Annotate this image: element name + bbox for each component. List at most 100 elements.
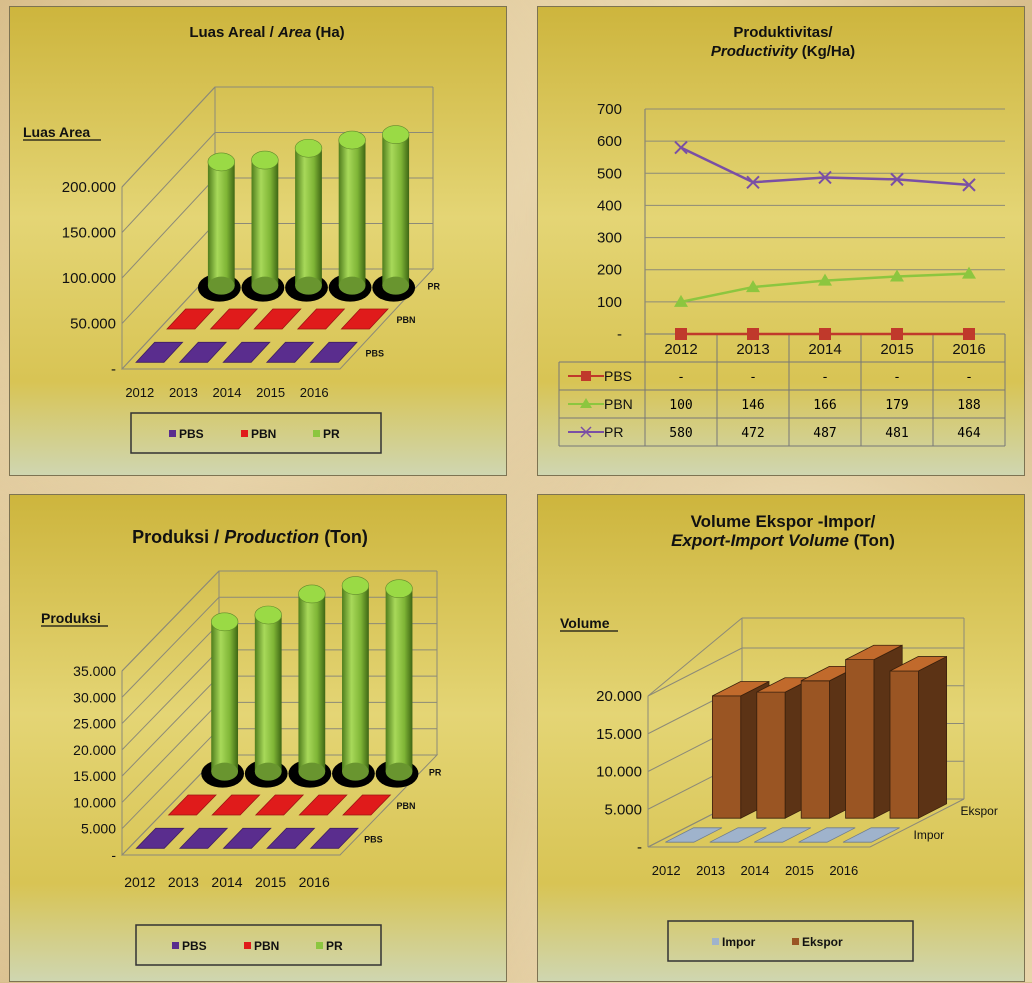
data-point	[818, 273, 832, 286]
legend-label-pbn: PBN	[254, 939, 279, 953]
x-tick-label: 2013	[736, 341, 769, 358]
chart-title-line2: Productivity (Kg/Ha)	[711, 43, 855, 60]
legend-marker	[580, 426, 592, 438]
trade-chart-panel: Volume Ekspor -Impor/Export-Import Volum…	[537, 494, 1025, 982]
data-point	[890, 269, 904, 282]
productivity-chart-panel: Produktivitas/Productivity (Kg/Ha) - 100 20…	[537, 6, 1025, 476]
y-tick-label: 20.000	[596, 688, 642, 705]
bar-pbs	[222, 341, 271, 363]
bar-pbs	[178, 827, 229, 849]
legend-swatch-pr	[316, 942, 323, 949]
y-axis-title: Luas Area	[23, 124, 90, 140]
bar-pbn	[342, 794, 392, 816]
bar-pr	[295, 148, 322, 286]
bar-pbn	[209, 308, 259, 330]
x-tick-label: 2014	[213, 385, 242, 400]
bar-pbs	[135, 341, 184, 363]
chart-title: Produksi / Production (Ton)	[132, 527, 368, 547]
x-tick-label: 2014	[741, 863, 770, 878]
floor-outline	[120, 268, 435, 370]
data-label: 146	[741, 398, 764, 413]
legend-swatch-pbn	[244, 942, 251, 949]
row-label-ekspor: Ekspor	[961, 804, 998, 818]
y-tick-label: 5.000	[604, 801, 642, 818]
bar-pbs	[178, 341, 228, 363]
data-point	[674, 140, 688, 155]
row-label-pbs: PBS	[366, 348, 385, 358]
legend-label-pbn: PBN	[251, 427, 276, 441]
legend-swatch-impor	[712, 938, 719, 945]
bar-impor	[798, 827, 856, 843]
legend-label-pr: PR	[604, 424, 623, 440]
legend-label-pr: PR	[326, 939, 343, 953]
x-tick-label: 2016	[829, 863, 858, 878]
legend	[667, 920, 914, 962]
legend-swatch-pr	[313, 430, 320, 437]
y-tick-label: -	[637, 839, 642, 856]
bar-top	[889, 656, 947, 672]
x-tick-label: 2015	[255, 874, 286, 890]
x-tick-label: 2012	[124, 874, 155, 890]
data-point	[674, 294, 688, 307]
bar-pbs	[135, 827, 185, 849]
legend-swatch-pbn	[241, 430, 248, 437]
row-label-pr: PR	[429, 768, 442, 778]
bar-pr	[342, 585, 369, 772]
side-wall-top-edge	[121, 570, 220, 672]
production-chart-panel: Produksi / Production (Ton) - 5.000 10.000 1…	[9, 494, 507, 982]
area-chart: Luas Areal / Area (Ha) - 50.000 100.000 150.…	[23, 24, 441, 454]
y-tick-label: 10.000	[596, 764, 642, 781]
row-label-pr: PR	[428, 282, 441, 292]
chart-title: Produktivitas/	[733, 24, 833, 41]
bar-impor	[665, 827, 723, 843]
bar-base	[295, 276, 322, 295]
chart-title: Luas Areal / Area (Ha)	[189, 24, 344, 41]
bar-top	[845, 644, 903, 661]
data-point	[746, 175, 760, 189]
data-label: -	[749, 370, 757, 385]
bar-pbs	[266, 827, 316, 849]
bar-pbs	[265, 341, 315, 363]
x-tick-label: 2014	[808, 341, 841, 358]
data-label: 487	[813, 426, 836, 441]
x-tick-label: 2015	[256, 385, 285, 400]
y-tick-label: 50.000	[70, 316, 116, 333]
bar-base	[385, 762, 413, 781]
x-tick-label: 2012	[664, 341, 697, 358]
bar-pbn	[211, 794, 261, 816]
y-tick-label: -	[111, 847, 116, 863]
bar-pbn	[253, 308, 302, 330]
bar-pbs	[222, 827, 272, 849]
legend-marker	[580, 398, 592, 408]
side-wall-top-edge	[647, 617, 743, 697]
data-label: 481	[885, 426, 908, 441]
bar-top	[385, 579, 413, 599]
row-label-pbn: PBN	[397, 801, 416, 811]
bar-pbn	[296, 308, 346, 330]
data-point	[675, 328, 687, 340]
bar-pr	[338, 140, 366, 286]
legend-label-ekspor: Ekspor	[802, 935, 843, 949]
data-label: 188	[957, 398, 980, 413]
x-tick-label: 2015	[880, 341, 913, 358]
bar-base	[211, 762, 239, 781]
bar-base	[382, 276, 410, 295]
x-tick-label: 2016	[299, 874, 330, 890]
data-label: -	[965, 370, 973, 385]
side-wall-top-edge	[121, 86, 216, 188]
x-tick-label: 2016	[952, 341, 985, 358]
data-point	[963, 328, 975, 340]
row-label-pbs: PBS	[364, 834, 383, 844]
data-label: -	[821, 370, 829, 385]
y-tick-label: 300	[597, 230, 622, 247]
bar-pr	[254, 615, 282, 772]
x-tick-label: 2015	[785, 863, 814, 878]
data-label: -	[677, 370, 685, 385]
series-line-pr	[680, 146, 970, 187]
data-point	[891, 328, 903, 340]
bar-top	[338, 130, 366, 150]
data-label: 100	[669, 398, 692, 413]
bar-base	[338, 276, 366, 295]
bar-impor	[754, 827, 811, 843]
bar-pr	[211, 621, 239, 772]
